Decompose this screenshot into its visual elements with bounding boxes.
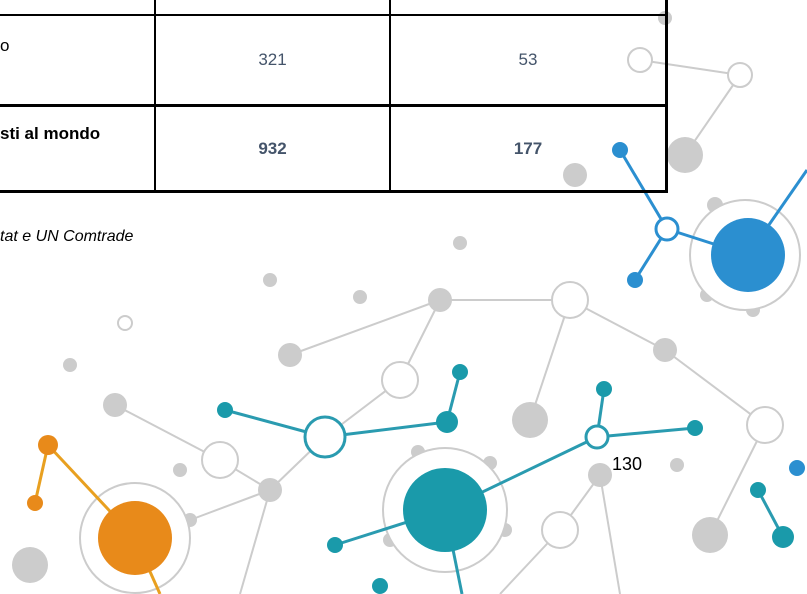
table-cell: 177 [391, 107, 665, 190]
column-border [665, 0, 668, 193]
source-note: tat e UN Comtrade [0, 228, 133, 246]
table-cell: 321 [156, 16, 389, 104]
row-border [0, 190, 668, 193]
page: o 321 53 sti al mondo 932 177 tat e UN C… [0, 0, 807, 594]
table-cell: 53 [391, 16, 665, 104]
page-number: 130 [612, 454, 642, 475]
table-cell [156, 0, 389, 14]
table-cell [391, 0, 665, 14]
table-cell: o [0, 16, 154, 76]
table-cell [0, 0, 154, 14]
table-cell: 932 [156, 107, 389, 190]
table-cell: sti al mondo [0, 107, 154, 161]
